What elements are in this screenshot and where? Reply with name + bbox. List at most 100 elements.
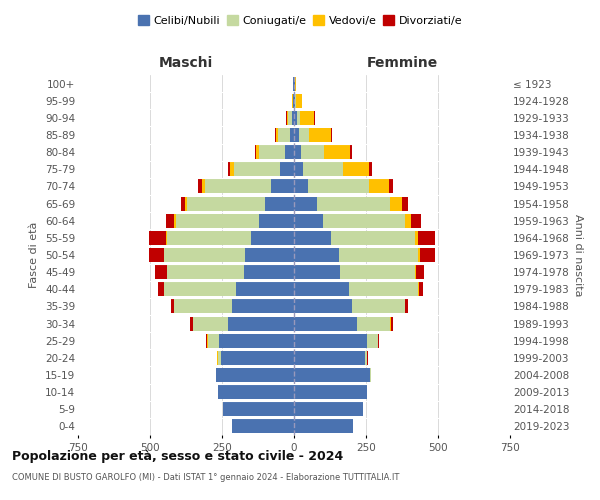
Bar xyxy=(228,316,294,330)
Bar xyxy=(233,162,280,176)
Bar xyxy=(420,248,434,262)
Bar xyxy=(418,282,419,296)
Bar xyxy=(185,196,187,210)
Bar xyxy=(155,265,167,279)
Bar xyxy=(288,111,292,125)
Bar xyxy=(294,111,297,125)
Bar xyxy=(190,316,193,330)
Bar xyxy=(299,128,309,142)
Bar xyxy=(293,94,294,108)
Bar xyxy=(369,162,372,176)
Text: COMUNE DI BUSTO GAROLFO (MI) - Dati ISTAT 1° gennaio 2024 - Elaborazione TUTTITA: COMUNE DI BUSTO GAROLFO (MI) - Dati ISTA… xyxy=(12,472,400,482)
Bar xyxy=(251,231,294,245)
Bar xyxy=(349,282,418,296)
Bar xyxy=(301,145,324,159)
Bar xyxy=(167,231,251,245)
Bar xyxy=(365,351,367,365)
Bar xyxy=(216,368,294,382)
Bar xyxy=(219,334,294,347)
Bar xyxy=(410,214,421,228)
Bar xyxy=(309,128,331,142)
Bar xyxy=(294,76,295,90)
Bar xyxy=(323,214,405,228)
Bar xyxy=(181,196,185,210)
Bar xyxy=(294,162,302,176)
Bar xyxy=(297,111,300,125)
Bar xyxy=(164,282,236,296)
Bar xyxy=(317,196,391,210)
Bar xyxy=(391,316,394,330)
Bar xyxy=(278,128,290,142)
Bar xyxy=(256,145,259,159)
Bar xyxy=(331,231,415,245)
Bar xyxy=(287,111,288,125)
Bar xyxy=(358,316,391,330)
Bar xyxy=(206,334,207,347)
Bar xyxy=(202,180,205,194)
Bar xyxy=(167,265,244,279)
Bar xyxy=(294,265,340,279)
Bar xyxy=(295,76,296,90)
Bar xyxy=(294,402,363,416)
Bar xyxy=(244,265,294,279)
Bar xyxy=(276,128,278,142)
Bar xyxy=(171,300,174,314)
Bar xyxy=(280,162,294,176)
Bar xyxy=(300,111,314,125)
Bar xyxy=(294,334,367,347)
Bar xyxy=(296,94,302,108)
Bar xyxy=(406,300,409,314)
Bar xyxy=(199,180,202,194)
Bar xyxy=(208,334,219,347)
Bar xyxy=(294,214,323,228)
Bar xyxy=(352,300,405,314)
Bar xyxy=(308,180,369,194)
Bar xyxy=(187,196,265,210)
Bar xyxy=(164,248,245,262)
Bar xyxy=(294,231,331,245)
Bar xyxy=(193,316,228,330)
Bar xyxy=(294,316,358,330)
Bar xyxy=(230,162,233,176)
Bar xyxy=(294,180,308,194)
Bar xyxy=(228,162,230,176)
Bar xyxy=(149,231,166,245)
Bar xyxy=(338,248,418,262)
Bar xyxy=(294,94,295,108)
Bar xyxy=(232,420,294,434)
Bar xyxy=(294,145,301,159)
Bar xyxy=(294,385,367,399)
Bar xyxy=(294,351,365,365)
Bar xyxy=(158,282,164,296)
Bar xyxy=(275,128,276,142)
Bar xyxy=(405,214,410,228)
Bar xyxy=(389,180,394,194)
Bar xyxy=(415,231,418,245)
Bar xyxy=(286,145,294,159)
Bar xyxy=(331,128,332,142)
Bar xyxy=(223,402,294,416)
Legend: Celibi/Nubili, Coniugati/e, Vedovi/e, Divorziati/e: Celibi/Nubili, Coniugati/e, Vedovi/e, Di… xyxy=(133,10,467,30)
Bar xyxy=(418,231,435,245)
Bar xyxy=(236,282,294,296)
Bar xyxy=(369,180,389,194)
Bar xyxy=(294,368,370,382)
Bar xyxy=(205,180,271,194)
Bar xyxy=(218,385,294,399)
Bar xyxy=(415,265,416,279)
Bar xyxy=(343,162,369,176)
Bar xyxy=(290,128,294,142)
Bar xyxy=(367,334,377,347)
Bar xyxy=(166,231,167,245)
Bar xyxy=(259,214,294,228)
Bar xyxy=(402,196,408,210)
Bar xyxy=(378,334,379,347)
Bar xyxy=(302,162,343,176)
Bar xyxy=(221,351,294,365)
Bar xyxy=(149,248,164,262)
Bar xyxy=(271,180,294,194)
Bar xyxy=(324,145,350,159)
Bar xyxy=(294,282,349,296)
Bar xyxy=(294,420,353,434)
Bar xyxy=(259,145,286,159)
